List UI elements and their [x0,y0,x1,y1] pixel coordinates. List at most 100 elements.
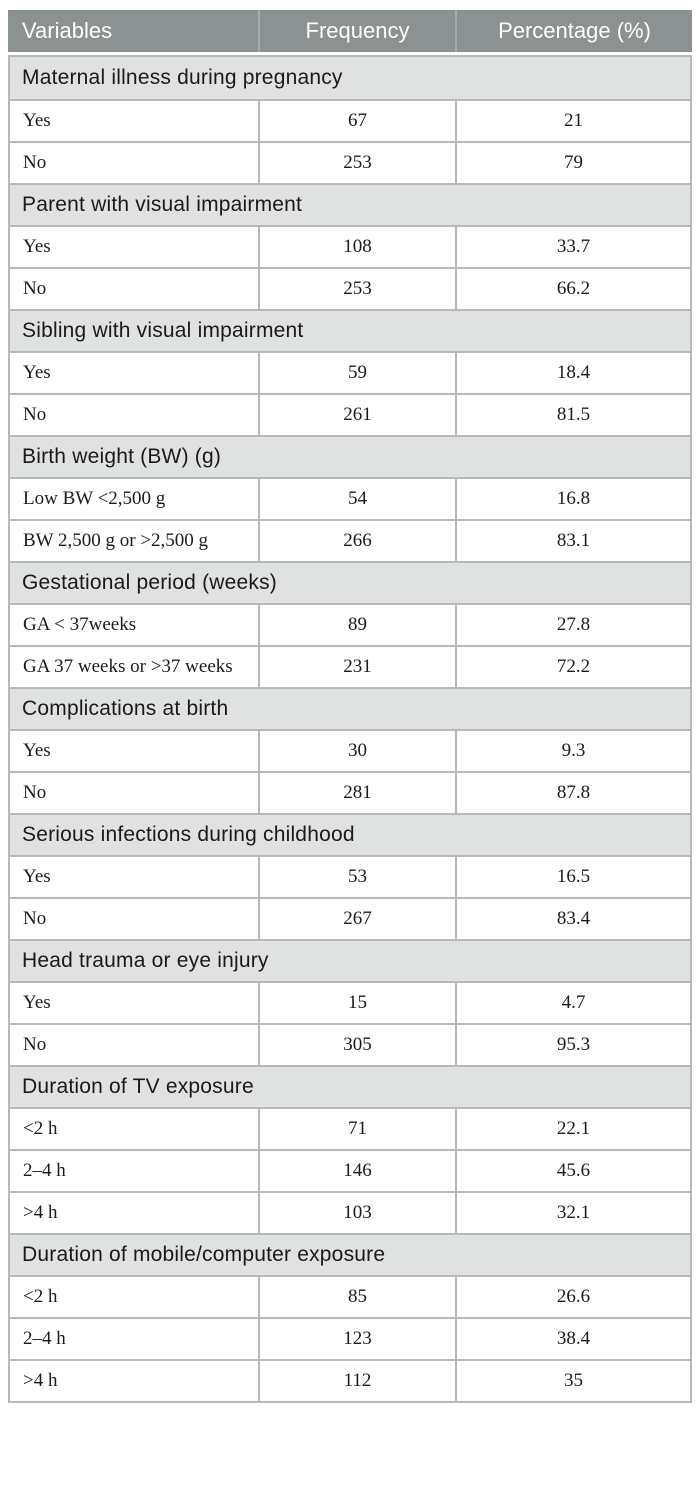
cell-percentage: 21 [455,101,690,141]
table-row: >4 h 103 32.1 [10,1191,690,1233]
cell-percentage: 16.5 [455,857,690,897]
cell-frequency: 112 [258,1361,455,1401]
cell-frequency: 266 [258,521,455,561]
section-header-row: Gestational period (weeks) [10,561,690,603]
cell-frequency: 261 [258,395,455,435]
cell-percentage: 72.2 [455,647,690,687]
section-header-row: Maternal illness during pregnancy [10,57,690,99]
cell-percentage: 27.8 [455,605,690,645]
section-header-row: Birth weight (BW) (g) [10,435,690,477]
table-row: <2 h 71 22.1 [10,1107,690,1149]
table-row: Yes 59 18.4 [10,351,690,393]
cell-variable: No [23,1034,47,1055]
cell-percentage: 22.1 [455,1109,690,1149]
cell-variable: Yes [23,866,51,887]
cell-variable: Yes [23,362,51,383]
cell-variable: 2–4 h [23,1328,66,1349]
cell-percentage: 83.4 [455,899,690,939]
cell-variable: GA < 37weeks [23,614,137,635]
cell-percentage: 81.5 [455,395,690,435]
cell-frequency: 123 [258,1319,455,1359]
cell-percentage: 4.7 [455,983,690,1023]
table-row: Yes 15 4.7 [10,981,690,1023]
cell-variable: Yes [23,992,51,1013]
cell-percentage: 26.6 [455,1277,690,1317]
table-row: Yes 30 9.3 [10,729,690,771]
cell-frequency: 103 [258,1193,455,1233]
cell-percentage: 32.1 [455,1193,690,1233]
cell-frequency: 54 [258,479,455,519]
table-row: Yes 67 21 [10,99,690,141]
table-row: No 253 79 [10,141,690,183]
cell-frequency: 108 [258,227,455,267]
cell-percentage: 83.1 [455,521,690,561]
cell-percentage: 66.2 [455,269,690,309]
table-container: Variables Frequency Percentage (%) Mater… [8,10,692,1403]
cell-variable: Yes [23,110,51,131]
column-header-variables: Variables [22,18,113,43]
cell-variable: BW 2,500 g or >2,500 g [23,530,209,551]
cell-variable: >4 h [23,1370,58,1391]
cell-frequency: 253 [258,143,455,183]
cell-variable: No [23,782,47,803]
cell-percentage: 33.7 [455,227,690,267]
cell-variable: <2 h [23,1286,58,1307]
cell-variable: 2–4 h [23,1160,66,1181]
cell-frequency: 15 [258,983,455,1023]
cell-percentage: 16.8 [455,479,690,519]
table-header-row: Variables Frequency Percentage (%) [8,10,692,52]
table-body: Maternal illness during pregnancy Yes 67 21… [8,55,692,1403]
cell-variable: No [23,908,47,929]
cell-percentage: 87.8 [455,773,690,813]
cell-percentage: 95.3 [455,1025,690,1065]
cell-frequency: 53 [258,857,455,897]
cell-frequency: 253 [258,269,455,309]
cell-frequency: 67 [258,101,455,141]
table-row: No 261 81.5 [10,393,690,435]
table-row: BW 2,500 g or >2,500 g 266 83.1 [10,519,690,561]
cell-frequency: 71 [258,1109,455,1149]
cell-frequency: 30 [258,731,455,771]
column-header-percentage: Percentage (%) [455,10,692,52]
section-header-row: Serious infections during childhood [10,813,690,855]
section-header-row: Duration of mobile/computer exposure [10,1233,690,1275]
column-header-frequency: Frequency [258,10,455,52]
table-row: <2 h 85 26.6 [10,1275,690,1317]
section-header-row: Duration of TV exposure [10,1065,690,1107]
cell-percentage: 79 [455,143,690,183]
table-row: No 281 87.8 [10,771,690,813]
table-row: No 267 83.4 [10,897,690,939]
cell-variable: Yes [23,236,51,257]
table-row: GA < 37weeks 89 27.8 [10,603,690,645]
cell-variable: Low BW <2,500 g [23,488,166,509]
cell-variable: No [23,404,47,425]
cell-frequency: 305 [258,1025,455,1065]
cell-percentage: 45.6 [455,1151,690,1191]
cell-percentage: 38.4 [455,1319,690,1359]
cell-variable: No [23,152,47,173]
cell-frequency: 59 [258,353,455,393]
cell-variable: <2 h [23,1118,58,1139]
section-header-row: Sibling with visual impairment [10,309,690,351]
table-row: 2–4 h 146 45.6 [10,1149,690,1191]
table-row: 2–4 h 123 38.4 [10,1317,690,1359]
cell-variable: >4 h [23,1202,58,1223]
table-row: GA 37 weeks or >37 weeks 231 72.2 [10,645,690,687]
cell-variable: GA 37 weeks or >37 weeks [23,656,233,677]
table-row: No 305 95.3 [10,1023,690,1065]
table-row: Yes 108 33.7 [10,225,690,267]
cell-percentage: 9.3 [455,731,690,771]
cell-frequency: 89 [258,605,455,645]
table-row: Yes 53 16.5 [10,855,690,897]
section-header-row: Parent with visual impairment [10,183,690,225]
section-header-row: Head trauma or eye injury [10,939,690,981]
cell-frequency: 231 [258,647,455,687]
cell-frequency: 146 [258,1151,455,1191]
table-row: Low BW <2,500 g 54 16.8 [10,477,690,519]
cell-percentage: 18.4 [455,353,690,393]
cell-variable: No [23,278,47,299]
cell-frequency: 85 [258,1277,455,1317]
table-row: No 253 66.2 [10,267,690,309]
table-row: >4 h 112 35 [10,1359,690,1401]
cell-frequency: 281 [258,773,455,813]
